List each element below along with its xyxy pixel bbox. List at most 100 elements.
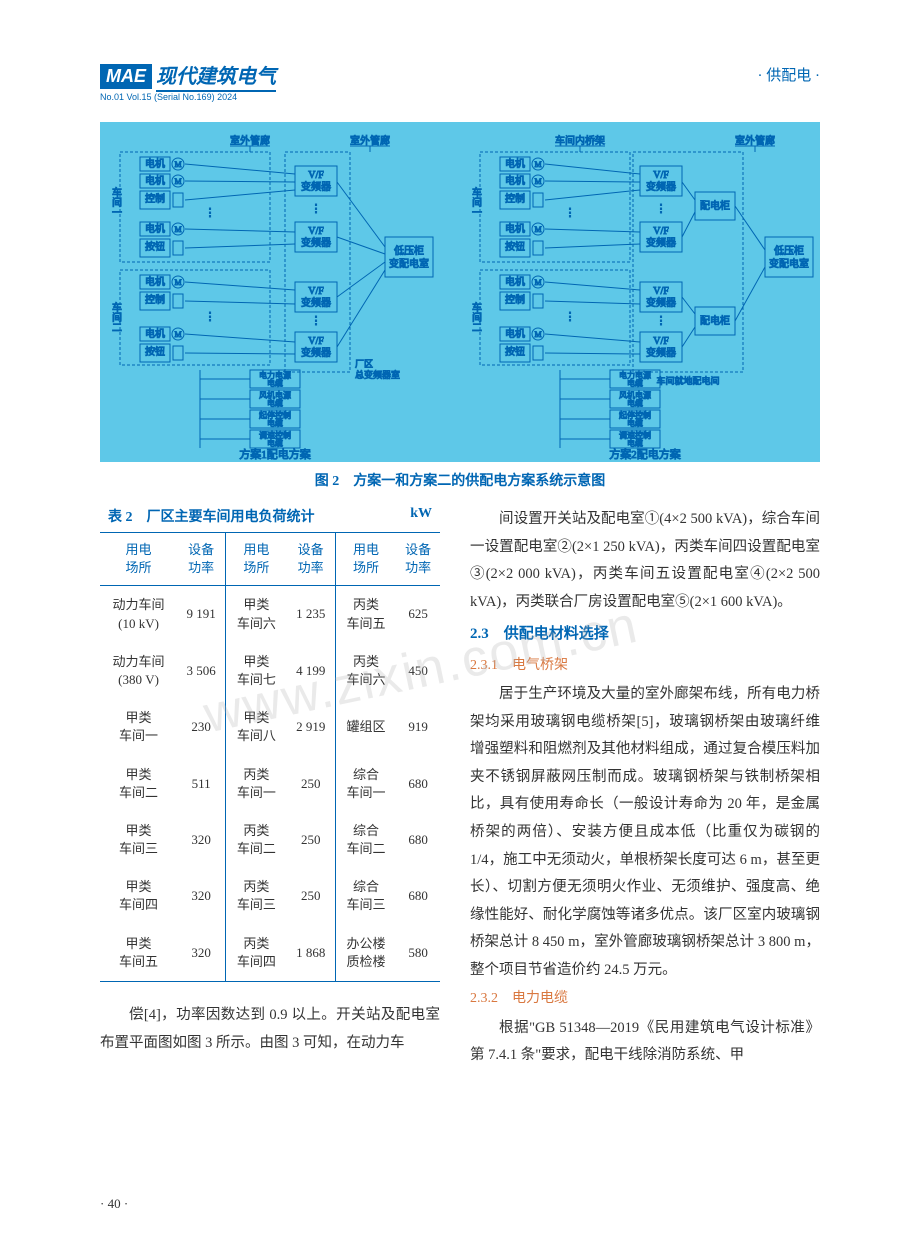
logo-title: 现代建筑电气 xyxy=(156,60,276,92)
svg-text:电机: 电机 xyxy=(145,327,165,340)
table-cell: 丙类车间三 xyxy=(226,868,287,924)
table-header: 设备功率 xyxy=(177,533,226,586)
svg-text:V/F: V/F xyxy=(308,286,324,297)
svg-text:M: M xyxy=(174,225,181,234)
svg-text:电机: 电机 xyxy=(145,275,165,288)
svg-text:室外管廊: 室外管廊 xyxy=(230,134,270,147)
left-tail-para: 偿[4]，功率因数达到 0.9 以上。开关站及配电室布置平面图如图 3 所示。由… xyxy=(100,1002,440,1057)
table-cell: 250 xyxy=(287,868,336,924)
svg-text:V/F: V/F xyxy=(308,226,324,237)
svg-text:车间一: 车间一 xyxy=(110,186,122,217)
table-cell: 甲类车间五 xyxy=(100,925,177,982)
table-row: 甲类车间一230甲类车间八2 919罐组区919 xyxy=(100,699,440,755)
svg-text:厂区: 厂区 xyxy=(355,359,373,369)
svg-text:按钮: 按钮 xyxy=(145,240,165,253)
svg-text:电机: 电机 xyxy=(145,157,165,170)
table-cell: 罐组区 xyxy=(335,699,396,755)
logo-subtitle: No.01 Vol.15 (Serial No.169) 2024 xyxy=(100,92,276,102)
svg-text:电机: 电机 xyxy=(145,222,165,235)
svg-text:低压柜: 低压柜 xyxy=(774,244,804,257)
para-1: 间设置开关站及配电室①(4×2 500 kVA)，综合车间一设置配电室②(2×1… xyxy=(470,506,820,616)
table-cell: 综合车间二 xyxy=(335,812,396,868)
table-cell: 250 xyxy=(287,812,336,868)
svg-text:车间二: 车间二 xyxy=(470,301,482,332)
svg-text:室外管廊: 室外管廊 xyxy=(350,134,390,147)
table-cell: 动力车间(380 V) xyxy=(100,643,177,699)
svg-text:M: M xyxy=(174,278,181,287)
table-cell: 甲类车间二 xyxy=(100,756,177,812)
table-row: 动力车间(380 V)3 506甲类车间七4 199丙类车间六450 xyxy=(100,643,440,699)
table-cell: 9 191 xyxy=(177,586,226,643)
svg-text:V/F: V/F xyxy=(653,226,669,237)
svg-text:变频器: 变频器 xyxy=(646,296,676,309)
svg-text:总变频器室: 总变频器室 xyxy=(355,369,400,380)
table-cell: 320 xyxy=(177,925,226,982)
table-header: 用电场所 xyxy=(335,533,396,586)
table-cell: 680 xyxy=(396,868,440,924)
svg-text:V/F: V/F xyxy=(653,286,669,297)
svg-text:M: M xyxy=(534,225,541,234)
table-cell: 综合车间一 xyxy=(335,756,396,812)
table-cell: 320 xyxy=(177,812,226,868)
svg-text:控制: 控制 xyxy=(145,293,165,306)
table-cell: 2 919 xyxy=(287,699,336,755)
svg-text:变频器: 变频器 xyxy=(646,346,676,359)
logo-mark: MAE xyxy=(100,64,152,89)
svg-text:V/F: V/F xyxy=(308,170,324,181)
left-tail-text: 偿[4]，功率因数达到 0.9 以上。开关站及配电室布置平面图如图 3 所示。由… xyxy=(100,1002,440,1057)
svg-text:配电柜: 配电柜 xyxy=(700,314,730,327)
svg-text:车间就地配电间: 车间就地配电间 xyxy=(656,375,719,386)
svg-text:M: M xyxy=(174,330,181,339)
svg-text:变频器: 变频器 xyxy=(301,296,331,309)
table-cell: 320 xyxy=(177,868,226,924)
svg-text:变频器: 变频器 xyxy=(646,180,676,193)
table-cell: 4 199 xyxy=(287,643,336,699)
svg-text:⋮: ⋮ xyxy=(311,203,322,215)
svg-text:车间内桥架: 车间内桥架 xyxy=(555,134,605,147)
table-row: 甲类车间二511丙类车间一250综合车间一680 xyxy=(100,756,440,812)
svg-text:M: M xyxy=(174,160,181,169)
para-3: 根据"GB 51348—2019《民用建筑电气设计标准》第 7.4.1 条"要求… xyxy=(470,1015,820,1070)
svg-text:车间二: 车间二 xyxy=(110,301,122,332)
table-header: 设备功率 xyxy=(396,533,440,586)
table-cell: 丙类车间二 xyxy=(226,812,287,868)
svg-text:电机: 电机 xyxy=(505,157,525,170)
figure-2-caption: 图 2 方案一和方案二的供配电方案系统示意图 xyxy=(100,470,820,490)
table-cell: 甲类车间三 xyxy=(100,812,177,868)
svg-text:V/F: V/F xyxy=(653,336,669,347)
svg-text:控制: 控制 xyxy=(145,192,165,205)
table-cell: 450 xyxy=(396,643,440,699)
table-cell: 511 xyxy=(177,756,226,812)
table-cell: 动力车间(10 kV) xyxy=(100,586,177,643)
para-2: 居于生产环境及大量的室外廊架布线，所有电力桥架均采用玻璃钢电缆桥架[5]，玻璃钢… xyxy=(470,681,820,984)
table-caption-unit: kW xyxy=(410,506,432,526)
svg-text:电缆: 电缆 xyxy=(267,398,283,408)
svg-text:变频器: 变频器 xyxy=(301,180,331,193)
section-label: · 供配电 · xyxy=(758,64,821,85)
heading-2-3-1: 2.3.1 电气桥架 xyxy=(470,653,820,680)
table-cell: 3 506 xyxy=(177,643,226,699)
table-cell: 680 xyxy=(396,812,440,868)
heading-2-3: 2.3 供配电材料选择 xyxy=(470,620,820,649)
svg-text:M: M xyxy=(534,330,541,339)
svg-text:M: M xyxy=(534,278,541,287)
svg-text:V/F: V/F xyxy=(308,336,324,347)
table-cell: 919 xyxy=(396,699,440,755)
page-number: · 40 · xyxy=(100,1196,128,1212)
svg-text:按钮: 按钮 xyxy=(145,345,165,358)
svg-text:方案1配电方案: 方案1配电方案 xyxy=(239,447,311,461)
svg-text:变配电室: 变配电室 xyxy=(389,257,429,270)
svg-text:电缆: 电缆 xyxy=(267,378,283,388)
table-cell: 丙类车间六 xyxy=(335,643,396,699)
table-cell: 丙类车间五 xyxy=(335,586,396,643)
table-cell: 办公楼质检楼 xyxy=(335,925,396,982)
svg-text:⋮: ⋮ xyxy=(656,203,667,215)
heading-2-3-2: 2.3.2 电力电缆 xyxy=(470,986,820,1013)
table-cell: 1 868 xyxy=(287,925,336,982)
table-cell: 甲类车间六 xyxy=(226,586,287,643)
table-caption-text: 表 2 厂区主要车间用电负荷统计 xyxy=(108,506,315,526)
right-column: 间设置开关站及配电室①(4×2 500 kVA)，综合车间一设置配电室②(2×1… xyxy=(470,506,820,1070)
svg-text:V/F: V/F xyxy=(653,170,669,181)
svg-text:电机: 电机 xyxy=(505,327,525,340)
svg-text:⋮: ⋮ xyxy=(311,315,322,327)
